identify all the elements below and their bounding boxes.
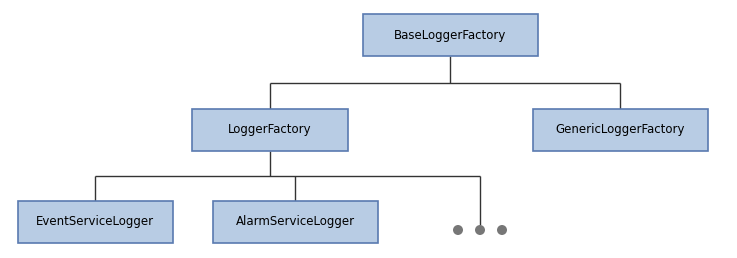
Text: BaseLoggerFactory: BaseLoggerFactory xyxy=(394,28,506,42)
Ellipse shape xyxy=(475,225,485,235)
Text: AlarmServiceLogger: AlarmServiceLogger xyxy=(235,215,354,229)
Text: GenericLoggerFactory: GenericLoggerFactory xyxy=(555,124,685,136)
FancyBboxPatch shape xyxy=(18,201,172,243)
FancyBboxPatch shape xyxy=(212,201,377,243)
Text: LoggerFactory: LoggerFactory xyxy=(228,124,312,136)
Ellipse shape xyxy=(497,225,507,235)
FancyBboxPatch shape xyxy=(192,109,348,151)
Text: EventServiceLogger: EventServiceLogger xyxy=(36,215,154,229)
FancyBboxPatch shape xyxy=(533,109,708,151)
FancyBboxPatch shape xyxy=(363,14,537,56)
Ellipse shape xyxy=(453,225,463,235)
